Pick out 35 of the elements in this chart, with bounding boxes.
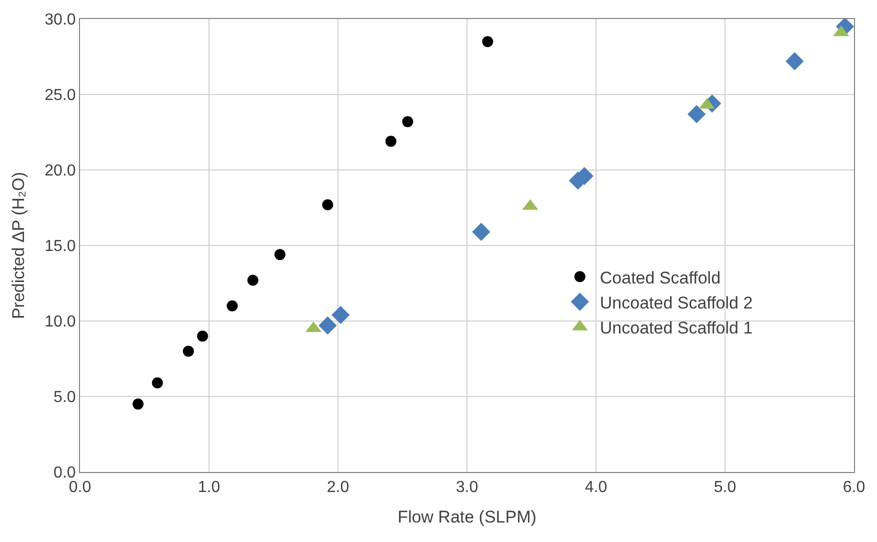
x-tick-label: 2.0 [326, 479, 350, 496]
legend-label: Uncoated Scaffold 2 [600, 293, 753, 312]
x-tick-label: 4.0 [584, 479, 608, 496]
point [482, 36, 494, 48]
point [182, 346, 194, 357]
point [152, 377, 163, 388]
y-tick-label: 30.0 [44, 12, 76, 29]
x-tick-label: 1.0 [198, 479, 220, 496]
point [402, 116, 414, 128]
y-tick-label: 0.0 [54, 464, 76, 482]
x-tick-label: 3.0 [456, 479, 478, 496]
point [226, 300, 238, 312]
y-tick-label: 25.0 [44, 87, 76, 104]
x-tick-label: 6.0 [842, 479, 866, 496]
point [331, 306, 350, 324]
point [274, 249, 286, 260]
point [322, 199, 334, 210]
point [247, 274, 258, 286]
y-tick-label: 10.0 [44, 314, 76, 331]
point [385, 136, 396, 147]
x-axis-title: Flow Rate (SLPM) [398, 508, 536, 527]
legend-label: Coated Scaffold [600, 268, 721, 288]
y-tick-label: 20.0 [44, 162, 76, 180]
point [786, 52, 804, 70]
y-tick-label: 5.0 [54, 389, 76, 406]
y-tick-label: 15.0 [44, 238, 76, 256]
y-axis-title: Predicted ΔP (H₂O) [9, 172, 28, 320]
x-tick-label: 5.0 [714, 479, 736, 496]
point [472, 222, 490, 242]
point [688, 105, 706, 124]
x-tick-label: 0.0 [68, 479, 92, 496]
legend-label: Uncoated Scaffold 1 [600, 318, 753, 338]
point [132, 398, 144, 410]
point [197, 330, 208, 342]
point [318, 316, 337, 335]
